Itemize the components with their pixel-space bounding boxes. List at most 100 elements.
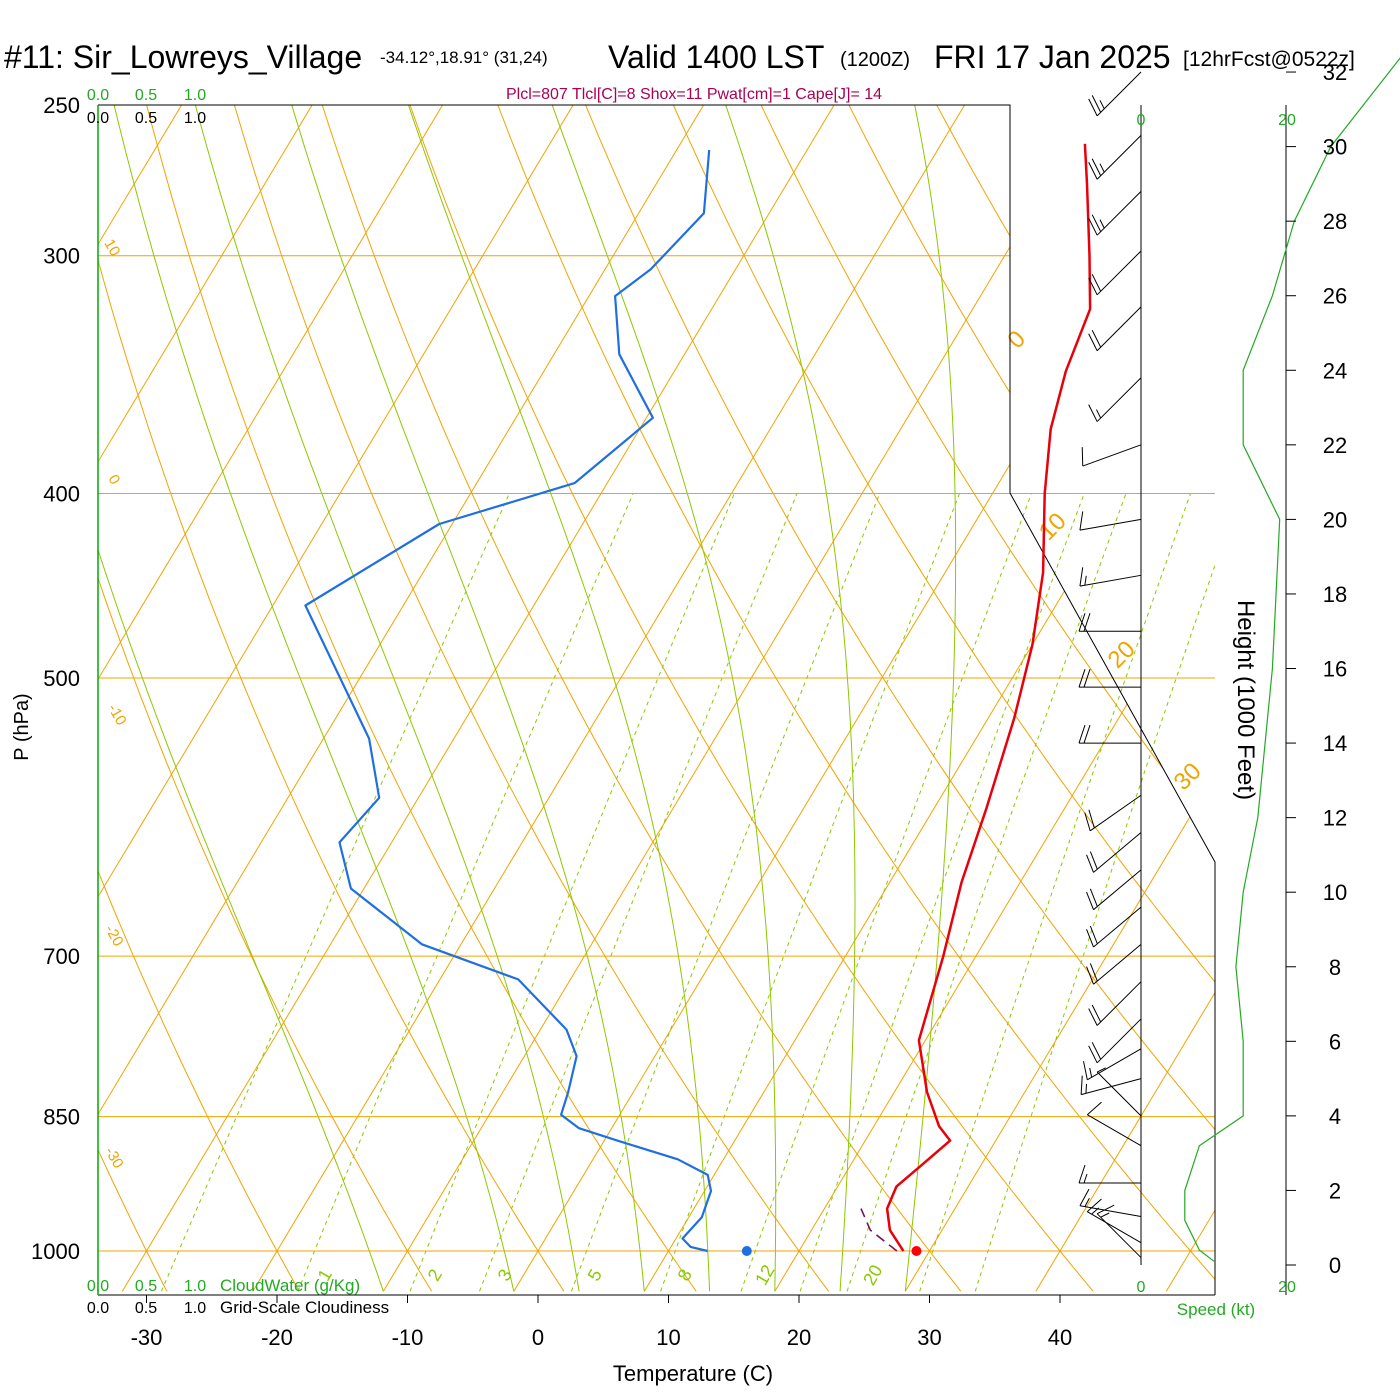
barb-flag — [1088, 1008, 1098, 1026]
wind-barb — [1088, 1018, 1142, 1064]
isotherm-label: 10 — [1034, 508, 1072, 546]
wind-barb — [1080, 1075, 1142, 1096]
isotherm-label: 20 — [1103, 636, 1141, 674]
mixing-ratio-line — [846, 493, 1127, 1292]
wind-barb — [1084, 794, 1142, 832]
mixing-ratio-lines — [161, 493, 1215, 1292]
p-tick-label: 500 — [43, 666, 80, 691]
wind-barb — [1078, 613, 1141, 632]
moist-adiabat-line — [725, 105, 856, 1292]
sounding-series — [304, 143, 1092, 1256]
dry-adiabat-line — [831, 105, 1215, 1292]
barb-flag — [1083, 613, 1091, 632]
wind-barb — [1088, 377, 1142, 422]
wind-barb — [1086, 1101, 1142, 1147]
x-tick-label: 40 — [1048, 1325, 1072, 1350]
mixing-ratio-line — [799, 493, 1085, 1292]
barb-flag — [1086, 854, 1094, 873]
wind-barb — [1081, 444, 1142, 467]
height-tick-label: 30 — [1323, 135, 1347, 160]
wind-barb — [1088, 190, 1142, 236]
wind-barb — [1079, 567, 1142, 587]
isotherm-line — [1165, 105, 1215, 1292]
isotherm-line — [121, 105, 855, 1292]
wind-barb — [1086, 832, 1142, 873]
barb-flag — [1089, 1067, 1093, 1078]
barb-flag — [1086, 966, 1094, 985]
barb-flag — [1096, 409, 1102, 419]
barb-flag — [1079, 567, 1084, 587]
isotherm-lines — [98, 105, 1215, 1292]
wind-barb — [1078, 1164, 1141, 1184]
height-tick-label: 14 — [1323, 731, 1347, 756]
cloudiness-tick-top: 1.0 — [184, 110, 206, 127]
height-tick-label: 16 — [1323, 657, 1347, 682]
isotherm-label: 30 — [1169, 758, 1207, 796]
barb-flag — [1088, 404, 1098, 422]
height-tick-label: 24 — [1323, 358, 1347, 383]
p-tick-label: 300 — [43, 244, 80, 269]
height-tick-label: 4 — [1329, 1104, 1341, 1129]
mixing-ratio-label: 2 — [424, 1266, 446, 1285]
dry-adiabat-line — [744, 105, 1215, 1292]
barb-shaft — [1082, 444, 1142, 467]
height-tick-label: 0 — [1329, 1253, 1341, 1278]
barb-shaft — [1087, 1048, 1142, 1081]
cloud-tick-bottom: 0.5 — [135, 1278, 157, 1295]
mixing-ratio-label: 20 — [859, 1261, 886, 1288]
height-tick-label: 2 — [1329, 1178, 1341, 1203]
isotherm-label: 0 — [1002, 325, 1031, 354]
surface-dewpoint-dot — [741, 1246, 752, 1256]
height-tick-label: 26 — [1323, 284, 1347, 309]
height-tick-label: 22 — [1323, 433, 1347, 458]
barb-flag — [1088, 277, 1098, 296]
cloud-tick-top: 0.0 — [87, 87, 109, 104]
wind-barbs — [1078, 71, 1142, 1258]
barb-flag — [1099, 219, 1105, 229]
dry-adiabat-line — [311, 105, 962, 1292]
isobar-lines — [98, 104, 1215, 1252]
mixing-ratio-label: 3 — [494, 1266, 516, 1285]
barb-shaft — [1096, 1018, 1142, 1064]
x-tick-label: 30 — [917, 1325, 941, 1350]
cloud-tick-bottom: 1.0 — [184, 1278, 206, 1295]
wind-speed-profile — [1184, 57, 1400, 1262]
wind-barb — [1086, 869, 1142, 911]
dry-adiabat-line — [397, 105, 1094, 1292]
moist-adiabat-line — [98, 105, 384, 1292]
cloudiness-tick-top: 0.5 — [135, 110, 157, 127]
x-tick-label: 10 — [656, 1325, 680, 1350]
moist-adiabat-line — [904, 105, 957, 1292]
barb-flag — [1091, 274, 1102, 292]
zulu-time: (1200Z) — [840, 49, 910, 71]
wind-barb — [1079, 1188, 1142, 1218]
barb-flag — [1083, 724, 1091, 744]
p-tick-label: 400 — [43, 482, 80, 507]
dry-adiabat-lines — [98, 105, 1215, 1292]
isotherm-line — [1035, 105, 1215, 1292]
barb-flag — [1091, 158, 1102, 176]
isotherm-line — [98, 105, 203, 1292]
dry-adiabat-line — [98, 105, 433, 1292]
barb-flag — [1099, 163, 1105, 173]
series-parcel-line — [860, 1208, 898, 1252]
p-tick-label: 250 — [43, 93, 80, 118]
mixing-ratio-line — [919, 493, 1191, 1292]
dry-adiabat-line — [658, 105, 1215, 1292]
height-tick-label: 10 — [1323, 880, 1347, 905]
moist-adiabat-lines — [98, 105, 957, 1292]
speed-tick-bottom: 0 — [1137, 1279, 1146, 1296]
cloud-tick-bottom: 0.0 — [87, 1278, 109, 1295]
barb-shaft — [1096, 1071, 1142, 1117]
barb-flag — [1088, 333, 1098, 351]
isotherm-line — [774, 105, 1215, 1292]
barb-flag — [1088, 809, 1095, 829]
barb-flag — [1086, 1198, 1102, 1213]
mixing-ratio-line — [974, 563, 1215, 1292]
barb-flag — [1089, 888, 1098, 907]
dry-adiabat-line — [98, 105, 565, 1292]
isotherm-line — [252, 105, 986, 1292]
surface-temperature-dot — [911, 1246, 922, 1256]
barb-flag — [1096, 1204, 1115, 1215]
